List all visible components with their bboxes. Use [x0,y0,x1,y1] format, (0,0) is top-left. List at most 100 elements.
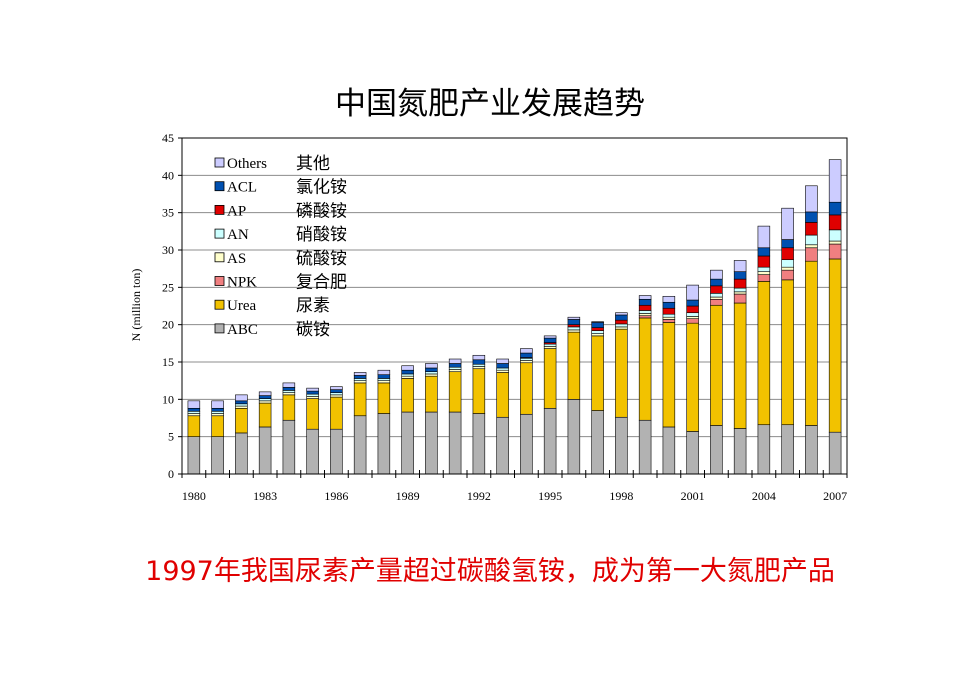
bar-segment-an [733,287,747,293]
bar-segment-urea [543,348,557,409]
y-tick-label: 5 [168,430,174,444]
bar-segment-acl [282,387,296,391]
bar-segment-an [306,393,319,397]
bar-segment-urea [330,396,343,430]
bar-segment-an [567,326,581,331]
y-axis-ticks: 0 5 10 15 20 25 30 35 40 45 [162,131,182,481]
bar-segment-an [520,357,533,361]
bar-segment-npk [686,318,699,324]
bar-segment-an [425,371,438,375]
bar-segment-an [686,312,699,317]
bar-segment-urea [306,398,319,430]
bar-segment-an [591,330,604,334]
bar-segment-acl [686,299,699,307]
bar-segment-as [591,333,604,337]
bar-segment-others [662,295,676,303]
bar-segment-abc [710,425,723,475]
y-tick-label: 35 [162,206,174,220]
bar-segment-urea [757,281,771,426]
bar-segment-abc [211,436,224,475]
bar-segment-others [520,348,533,354]
y-tick-label: 15 [162,355,174,369]
bar-segment-ap [781,247,794,261]
bar-segment-an [235,403,248,407]
bar-segment-urea [187,415,201,437]
legend-swatch-npk [214,276,225,286]
bar-segment-others [757,225,771,249]
legend-swatch-urea [214,299,225,310]
bar-segment-an [330,392,343,396]
bar-segment-as [781,266,794,271]
chart-title: 中国氮肥产业发展趋势 [335,86,645,122]
bar-segment-others [472,354,486,361]
bar-segment-acl [306,390,319,395]
bar-segment-as [496,369,509,373]
bar-segment-others [543,335,557,339]
legend-label-npk: NPK [227,275,257,291]
bar-segment-abc [187,436,201,475]
bar-segment-as [710,296,723,300]
x-tick-label: 1992 [467,489,491,503]
bar-segment-others [425,363,438,369]
bar-segment-acl [543,337,557,343]
bar-segment-an [781,259,794,268]
bar-segment-as [472,366,486,370]
legend-label-cn-ap: 磷酸铵 [296,201,347,221]
legend-swatch-an [214,228,225,239]
legend-swatch-abc [214,323,225,334]
bar-segment-urea [567,331,581,400]
bar-segment-as [401,375,414,379]
bar-segment-urea [638,317,652,421]
bar-segment-urea [828,258,842,433]
legend-swatch-acl [214,181,225,192]
bar-segment-others [235,394,248,402]
bar-segment-ap [615,319,628,325]
y-tick-label: 45 [162,131,174,145]
bar-segment-ap [567,324,581,328]
x-tick-label: 1989 [396,489,420,503]
bar-segment-ap [828,214,842,231]
bar-segment-an [805,234,818,246]
bar-segment-urea [710,304,723,426]
bar-segment-acl [425,367,438,373]
bar-segment-abc [472,413,486,475]
bar-segment-others [353,372,367,376]
legend-label-others: Others [227,156,267,172]
bar-segment-an [662,313,676,318]
legend-label-cn-npk: 复合肥 [296,273,347,293]
bar-segment-acl [662,301,676,309]
bar-segment-abc [662,426,676,475]
bar-segment-acl [187,407,201,412]
bar-segment-others [638,295,652,300]
bar-segment-an [828,229,842,242]
bar-segment-acl [235,400,248,405]
bar-segment-others [615,312,628,316]
bar-segment-an [401,373,414,377]
bar-segment-others [733,260,747,272]
bar-segment-as [353,380,367,384]
bar-segment-abc [353,415,367,475]
x-tick-label: 2007 [823,489,847,503]
bar-segment-others [686,284,699,301]
bar-segment-others [306,387,319,392]
bar-segment-abc [330,428,343,475]
bar-segment-urea [472,368,486,414]
bar-segment-acl [805,211,818,223]
bar-segment-an [211,410,224,414]
bar-segment-ap [805,222,818,236]
bar-segment-as [187,413,201,417]
legend: Others 其他 ACL 氯化铵 AP 磷酸铵 AN 硝酸铵 AS 硫酸铵 NPK 复合肥 Urea 尿… [214,154,347,340]
bar-segment-urea [520,362,533,415]
bar-segment-ap [638,304,652,311]
bars [187,159,842,475]
legend-label-abc: ABC [227,322,258,338]
y-tick-label: 30 [162,243,174,257]
bar-segment-acl [710,278,723,287]
legend-label-acl: ACL [227,180,257,196]
bar-segment-abc [686,431,699,475]
legend-label-cn-an: 硝酸铵 [296,225,347,245]
bar-segment-urea [282,394,296,421]
x-tick-label: 1995 [538,489,562,503]
bar-segment-as [520,360,533,364]
bar-segment-others [401,365,414,371]
